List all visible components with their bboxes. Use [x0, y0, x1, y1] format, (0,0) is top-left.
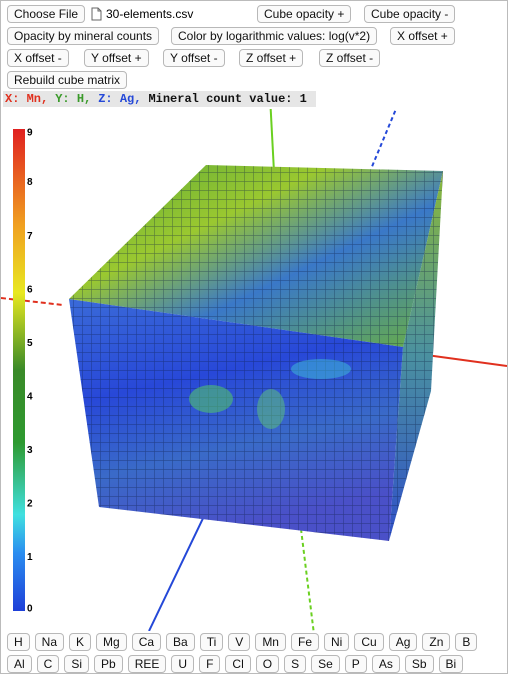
y-axis-line — [300, 528, 315, 631]
file-label: 30-elements.csv — [91, 5, 193, 23]
element-button[interactable]: F — [199, 655, 221, 673]
status-z: Z: Ag, — [98, 92, 142, 106]
scene-3d: 0 1 2 3 4 5 6 7 8 9 — [1, 109, 507, 631]
element-button[interactable]: Sb — [404, 655, 434, 673]
element-button[interactable]: Ti — [199, 633, 224, 651]
x-axis-line — [418, 353, 507, 367]
element-button[interactable]: S — [284, 655, 307, 673]
x-axis-line — [1, 297, 64, 306]
element-row: H Na K Mg Ca Ba Ti V Mn Fe Ni Cu Ag Zn B — [7, 633, 478, 651]
colorbar-tick-label: 6 — [27, 284, 33, 295]
toolbar-button[interactable]: X offset + — [390, 27, 455, 45]
toolbar-button[interactable]: Cube opacity - — [364, 5, 456, 23]
status-value: Mineral count value: 1 — [148, 92, 307, 106]
element-button[interactable]: REE — [127, 655, 167, 673]
colorbar-tick-label: 8 — [27, 177, 33, 188]
element-button[interactable]: K — [69, 633, 92, 651]
cube-matrix — [69, 165, 443, 541]
element-button[interactable]: Cu — [354, 633, 384, 651]
colorbar-tick-label: 3 — [27, 445, 33, 456]
element-button[interactable]: Al — [7, 655, 32, 673]
element-button[interactable]: Ca — [131, 633, 162, 651]
element-button[interactable]: Fe — [290, 633, 319, 651]
element-button[interactable]: V — [228, 633, 251, 651]
element-button[interactable]: Mn — [255, 633, 286, 651]
element-button[interactable]: As — [371, 655, 400, 673]
element-button[interactable]: O — [255, 655, 280, 673]
element-button[interactable]: Ag — [388, 633, 418, 651]
toolbar-button[interactable]: Y offset + — [84, 49, 149, 67]
file-icon — [91, 7, 102, 21]
element-button[interactable]: Ba — [166, 633, 195, 651]
toolbar-button[interactable]: X offset - — [7, 49, 69, 67]
toolbar-button[interactable]: Opacity by mineral counts — [7, 27, 160, 45]
element-button[interactable]: Si — [64, 655, 90, 673]
element-button[interactable]: Pb — [94, 655, 123, 673]
element-button[interactable]: Bi — [438, 655, 464, 673]
element-button[interactable]: Se — [311, 655, 340, 673]
element-button[interactable]: C — [36, 655, 60, 673]
element-button[interactable]: P — [344, 655, 367, 673]
toolbar-button[interactable]: Z offset - — [319, 49, 381, 67]
status-x: X: Mn, — [5, 92, 49, 106]
element-button[interactable]: Mg — [96, 633, 127, 651]
choose-file-button[interactable]: Choose File — [7, 5, 86, 23]
element-button[interactable]: U — [171, 655, 195, 673]
toolbar-button[interactable]: Color by logarithmic values: log(v*2) — [171, 27, 378, 45]
element-button[interactable]: B — [455, 633, 478, 651]
toolbar-button[interactable]: Z offset + — [239, 49, 304, 67]
colorbar — [13, 129, 25, 611]
colorbar-tick-label: 2 — [27, 499, 33, 510]
colorbar-tick-label: 1 — [27, 552, 33, 563]
colorbar-tick-label: 4 — [27, 391, 33, 402]
file-name: 30-elements.csv — [106, 7, 194, 21]
toolbar-button[interactable]: Y offset - — [163, 49, 225, 67]
colorbar-tick-label: 5 — [27, 338, 33, 349]
element-button[interactable]: H — [7, 633, 30, 651]
element-row: Al C Si Pb REE U F Cl O S Se P As Sb Bi — [7, 655, 464, 673]
element-button[interactable]: Cl — [225, 655, 251, 673]
element-button[interactable]: Zn — [422, 633, 451, 651]
toolbar-button[interactable]: Rebuild cube matrix — [7, 71, 128, 89]
z-axis-line — [370, 109, 398, 170]
element-button[interactable]: Ni — [324, 633, 350, 651]
element-button[interactable]: Na — [34, 633, 65, 651]
status-line: X: Mn, Y: H, Z: Ag, Mineral count value: 1 — [3, 91, 316, 107]
colorbar-tick-label: 9 — [27, 128, 33, 139]
toolbar-button[interactable]: Cube opacity + — [257, 5, 352, 23]
colorbar-tick-label: 0 — [27, 604, 33, 615]
status-y: Y: H, — [55, 92, 92, 106]
colorbar-tick-label: 7 — [27, 231, 33, 242]
